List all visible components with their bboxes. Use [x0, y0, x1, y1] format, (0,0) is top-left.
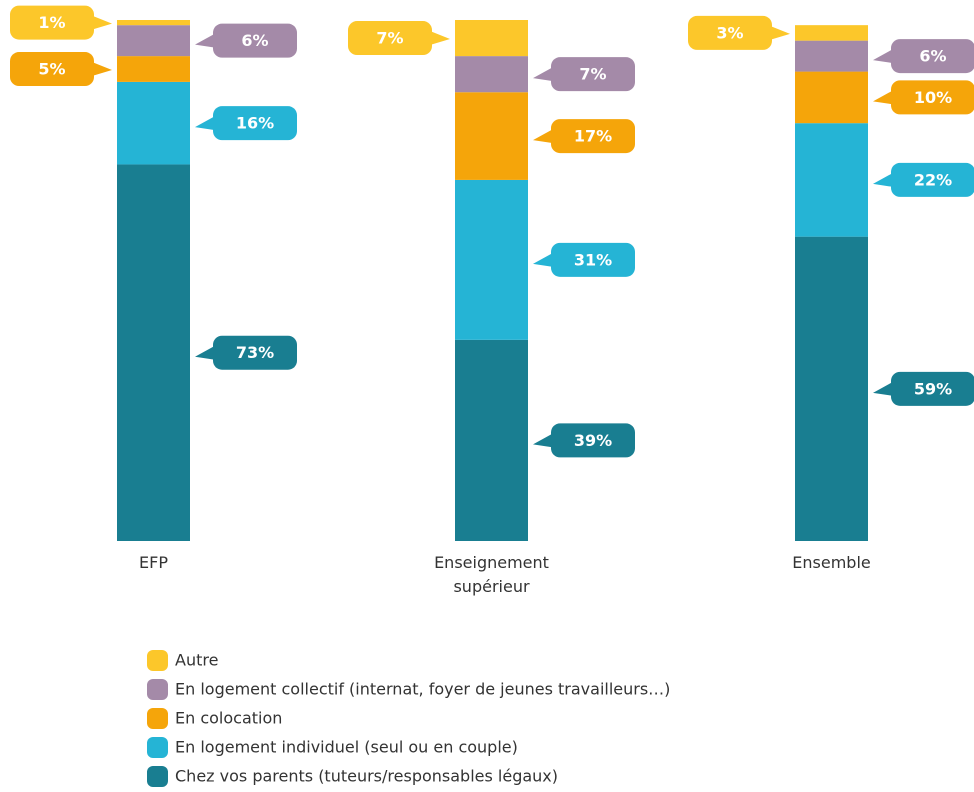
callout-box — [891, 162, 974, 197]
data-label: 7% — [579, 65, 606, 84]
x-tick-label: Enseignement supérieur — [434, 553, 549, 596]
callout-box — [891, 39, 974, 74]
callout-box — [551, 242, 635, 277]
bar-segment — [117, 56, 190, 82]
legend-label: Chez vos parents (tuteurs/responsables l… — [175, 767, 558, 786]
legend-swatch — [147, 650, 168, 671]
callout: 6% — [195, 23, 297, 58]
callout-pointer — [195, 116, 215, 131]
legend-swatch — [147, 737, 168, 758]
x-tick-label: Ensemble — [792, 553, 871, 572]
bar-segment — [117, 25, 190, 57]
legend-swatch — [147, 708, 168, 729]
callout: 22% — [873, 162, 974, 197]
callout-box — [551, 57, 635, 92]
callout-box — [551, 119, 635, 154]
callout: 59% — [873, 371, 974, 406]
callout-box — [10, 5, 94, 40]
bar-segment — [117, 81, 190, 165]
data-label: 5% — [38, 60, 65, 79]
callout-box — [213, 106, 297, 141]
callout-pointer — [195, 33, 215, 48]
callout-pointer — [873, 381, 893, 396]
callout-box — [213, 23, 297, 58]
legend-label: En logement individuel (seul ou en coupl… — [175, 738, 518, 757]
callout: 10% — [873, 80, 974, 115]
callout-box — [891, 371, 974, 406]
callout: 1% — [10, 5, 112, 40]
bar-segment — [117, 20, 190, 26]
bar-segment — [795, 71, 868, 124]
bar-segment — [455, 20, 528, 57]
callout-box — [348, 21, 432, 56]
data-label: 6% — [241, 31, 268, 50]
callout: 7% — [533, 57, 635, 92]
callout-pointer — [533, 67, 553, 82]
bar-segment — [455, 56, 528, 93]
x-tick-label: EFP — [139, 553, 168, 572]
bar-segment — [795, 123, 868, 237]
callout-pointer — [873, 172, 893, 187]
callout: 3% — [688, 15, 790, 50]
bar-segment — [117, 164, 190, 541]
callout: 7% — [348, 21, 450, 56]
callout-pointer — [533, 129, 553, 144]
callout-pointer — [873, 90, 893, 105]
data-label: 7% — [376, 29, 403, 48]
bar-segment — [455, 339, 528, 541]
callout: 31% — [533, 242, 635, 277]
callout: 17% — [533, 119, 635, 154]
data-label: 17% — [574, 127, 612, 146]
data-label: 6% — [919, 47, 946, 66]
callout: 5% — [10, 52, 112, 87]
data-label: 73% — [236, 343, 274, 362]
callout-box — [551, 423, 635, 458]
callout: 6% — [873, 39, 974, 74]
data-label: 31% — [574, 250, 612, 269]
callout-box — [213, 335, 297, 370]
data-label: 16% — [236, 114, 274, 133]
bar-segment — [795, 40, 868, 72]
callout-pointer — [92, 62, 112, 77]
bar-segment — [795, 236, 868, 541]
callout: 73% — [195, 335, 297, 370]
data-label: 1% — [38, 13, 65, 32]
data-label: 22% — [914, 170, 952, 189]
callout-pointer — [533, 252, 553, 267]
legend-label: En colocation — [175, 709, 282, 728]
data-label: 39% — [574, 431, 612, 450]
callout-box — [10, 52, 94, 87]
callout-box — [891, 80, 974, 115]
bar-segment — [455, 179, 528, 340]
data-label: 10% — [914, 88, 952, 107]
callout: 39% — [533, 423, 635, 458]
data-label: 3% — [716, 23, 743, 42]
callout: 16% — [195, 106, 297, 141]
callout-pointer — [430, 31, 450, 46]
callout-pointer — [195, 345, 215, 360]
bar-segment — [795, 25, 868, 41]
data-label: 59% — [914, 379, 952, 398]
legend-swatch — [147, 766, 168, 787]
bar-segment — [455, 92, 528, 180]
legend-swatch — [147, 679, 168, 700]
callout-pointer — [92, 15, 112, 30]
callout-pointer — [533, 433, 553, 448]
callout-box — [688, 15, 772, 50]
callout-pointer — [873, 49, 893, 64]
callout-pointer — [770, 25, 790, 40]
legend-label: En logement collectif (internat, foyer d… — [175, 680, 670, 699]
legend-label: Autre — [175, 651, 218, 670]
